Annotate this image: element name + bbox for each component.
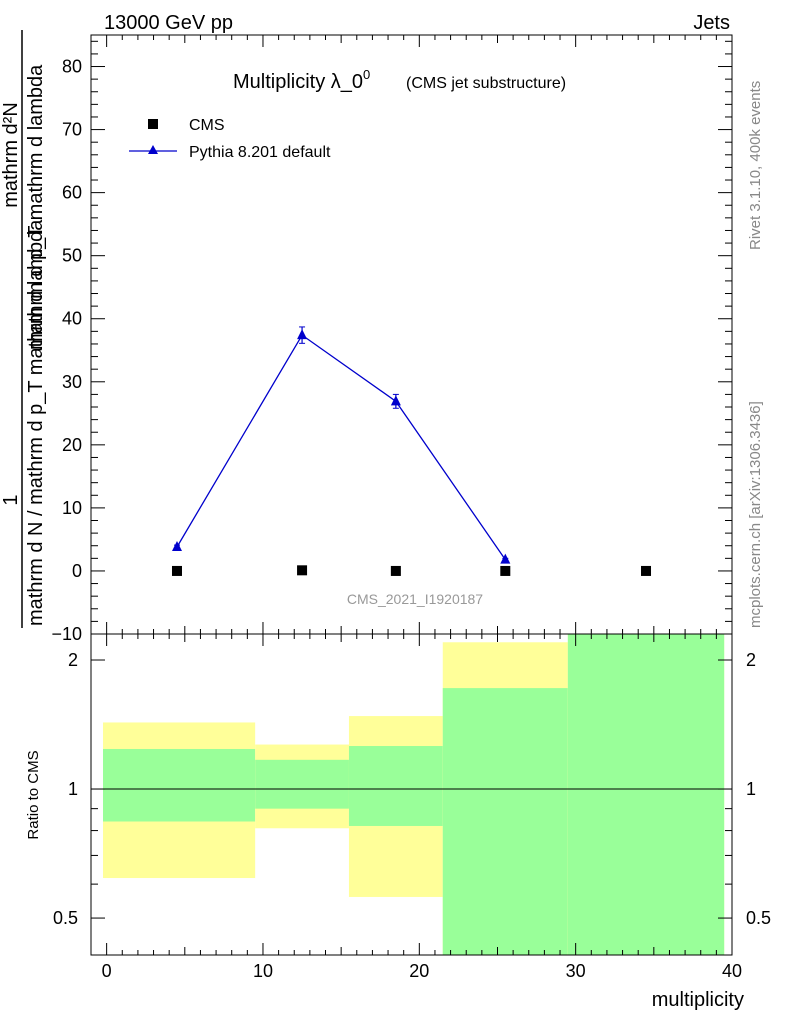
ratio-y-axis-label: Ratio to CMS xyxy=(25,750,42,839)
chart-title-sup: 0 xyxy=(363,67,370,82)
chart-title-main: Multiplicity λ_0 xyxy=(233,71,363,93)
x-tick-label: 30 xyxy=(566,961,586,981)
x-tick-label: 20 xyxy=(409,961,429,981)
chart-title-paren: (CMS jet substructure) xyxy=(406,75,566,92)
ratio-panel-frame xyxy=(90,633,733,956)
ratio-band-green-3 xyxy=(442,688,568,955)
cms-data-point xyxy=(390,565,401,576)
y-tick-label: 40 xyxy=(62,309,82,329)
x-tick-label: 10 xyxy=(253,961,273,981)
pythia-line xyxy=(176,334,506,560)
top-panel-frame xyxy=(90,34,733,635)
y-tick-label: 50 xyxy=(62,246,82,266)
header-right: Jets xyxy=(693,12,730,34)
rivet-version-label: Rivet 3.1.10, 400k events xyxy=(747,81,764,250)
ratio-y-tick-label-right: 0.5 xyxy=(746,908,771,928)
y-tick-label: 60 xyxy=(62,183,82,203)
ratio-y-tick-label-left: 2 xyxy=(68,650,78,670)
top-y-axis-label: 1 mathrm d N / mathrm d p_T mathrm d lam… xyxy=(0,30,47,628)
x-tick-label: 40 xyxy=(722,961,742,981)
y-tick-label: 70 xyxy=(62,120,82,140)
ylabel-upper-numerator: mathrm d²N xyxy=(0,102,22,208)
y-tick-label: 80 xyxy=(62,57,82,77)
legend-label-cms: CMS xyxy=(189,117,225,134)
ratio-bands xyxy=(91,634,732,955)
cms-data-point xyxy=(500,565,511,576)
cms-data-point xyxy=(297,565,308,576)
pythia-data-point xyxy=(171,540,182,551)
ylabel-numerator: 1 xyxy=(0,494,22,505)
ratio-y-tick-label-left: 0.5 xyxy=(53,908,78,928)
ratio-band-green-0 xyxy=(103,748,256,822)
ratio-y-tick-label-right: 2 xyxy=(746,650,756,670)
ratio-band-green-4 xyxy=(567,634,725,955)
ratio-y-tick-label-left: 1 xyxy=(68,779,78,799)
analysis-watermark: CMS_2021_I1920187 xyxy=(347,591,483,607)
cms-data-point xyxy=(171,565,182,576)
x-axis-label: multiplicity xyxy=(652,989,744,1011)
ratio-y-tick-label-right: 1 xyxy=(746,779,756,799)
pythia-data-point xyxy=(297,329,308,340)
pythia-data-point xyxy=(390,395,401,406)
y-tick-label: 20 xyxy=(62,435,82,455)
legend-marker-pythia xyxy=(148,145,158,154)
pythia-data-point xyxy=(500,553,511,564)
legend-label-pythia: Pythia 8.201 default xyxy=(189,144,331,161)
y-tick-label: 10 xyxy=(62,498,82,518)
ratio-band-green-2 xyxy=(348,746,443,826)
y-tick-label: 0 xyxy=(72,561,82,581)
ylabel-upper-denominator: mathrm d p_T mathrm d lambda xyxy=(25,64,47,350)
chart-title: Multiplicity λ_00 xyxy=(233,67,370,93)
ratio-band-green-1 xyxy=(255,759,349,809)
y-tick-label: −10 xyxy=(51,624,82,644)
y-tick-label: 30 xyxy=(62,372,82,392)
cms-data-point xyxy=(641,565,652,576)
x-tick-label: 0 xyxy=(102,961,112,981)
mcplots-label: mcplots.cern.ch [arXiv:1306.3436] xyxy=(747,401,764,628)
legend-marker-cms xyxy=(148,119,158,129)
data-series xyxy=(171,326,652,576)
ylabel-denominator: mathrm d N / mathrm d p_T mathrm d lambd… xyxy=(25,219,47,626)
axis-ticks: 0 10 20 30 40 −10 0 10 20 30 40 50 60 70 80 0.5 0.5 1 1 2 2 xyxy=(51,35,771,981)
header-left: 13000 GeV pp xyxy=(104,12,233,34)
